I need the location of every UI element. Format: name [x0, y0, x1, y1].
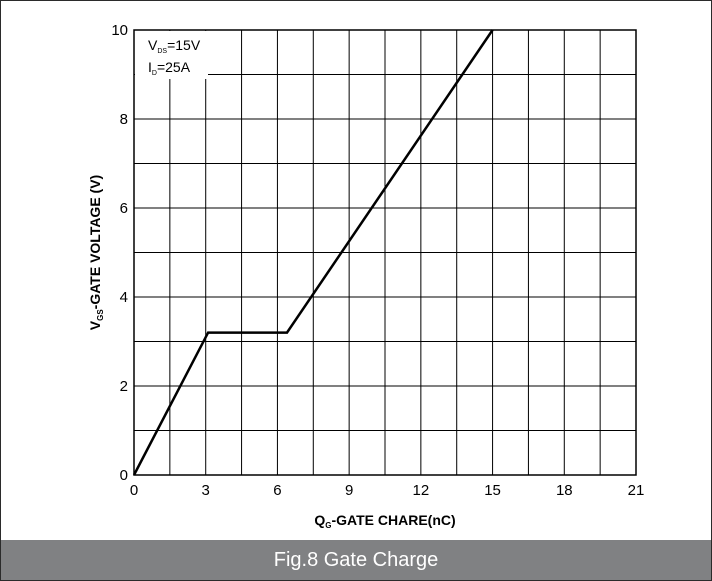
- y-tick-label: 8: [120, 111, 128, 128]
- y-tick-label: 0: [120, 467, 128, 484]
- y-tick-label: 6: [120, 200, 128, 217]
- x-tick-label: 12: [413, 482, 430, 499]
- y-axis-title: VGS-GATE VOLTAGE (V): [87, 175, 105, 330]
- annotation-line: ID=25A: [148, 59, 191, 77]
- plot-border: [133, 29, 637, 476]
- annotation-box: VDS=15V ID=25A: [135, 31, 208, 79]
- x-axis-title: QG-GATE CHARE(nC): [314, 512, 455, 530]
- caption-bar: Fig.8 Gate Charge: [1, 540, 711, 580]
- y-tick-label: 10: [111, 22, 128, 39]
- x-tick-label: 21: [628, 482, 645, 499]
- series-line: [132, 29, 494, 476]
- x-tick-labels: 0 3 6 9 12 15 18 21: [130, 482, 645, 499]
- annotation-background: [135, 31, 208, 79]
- x-tick-label: 0: [130, 482, 138, 499]
- x-tick-label: 15: [484, 482, 501, 499]
- grid: [134, 30, 636, 475]
- y-tick-label: 2: [120, 378, 128, 395]
- y-tick-label: 4: [120, 289, 128, 306]
- x-tick-label: 18: [556, 482, 573, 499]
- annotation-line: VDS=15V: [148, 37, 201, 55]
- x-tick-label: 6: [273, 482, 281, 499]
- x-tick-label: 9: [345, 482, 353, 499]
- y-tick-labels: 0 2 4 6 8 10: [111, 22, 128, 484]
- gate-charge-chart: VDS=15V ID=25A 0 3 6 9 12 15 18 21 0 2 4 6 8 10 QG-GA…: [87, 22, 645, 530]
- series-layer: [132, 29, 494, 476]
- figure-caption: Fig.8 Gate Charge: [273, 548, 439, 571]
- x-tick-label: 3: [202, 482, 210, 499]
